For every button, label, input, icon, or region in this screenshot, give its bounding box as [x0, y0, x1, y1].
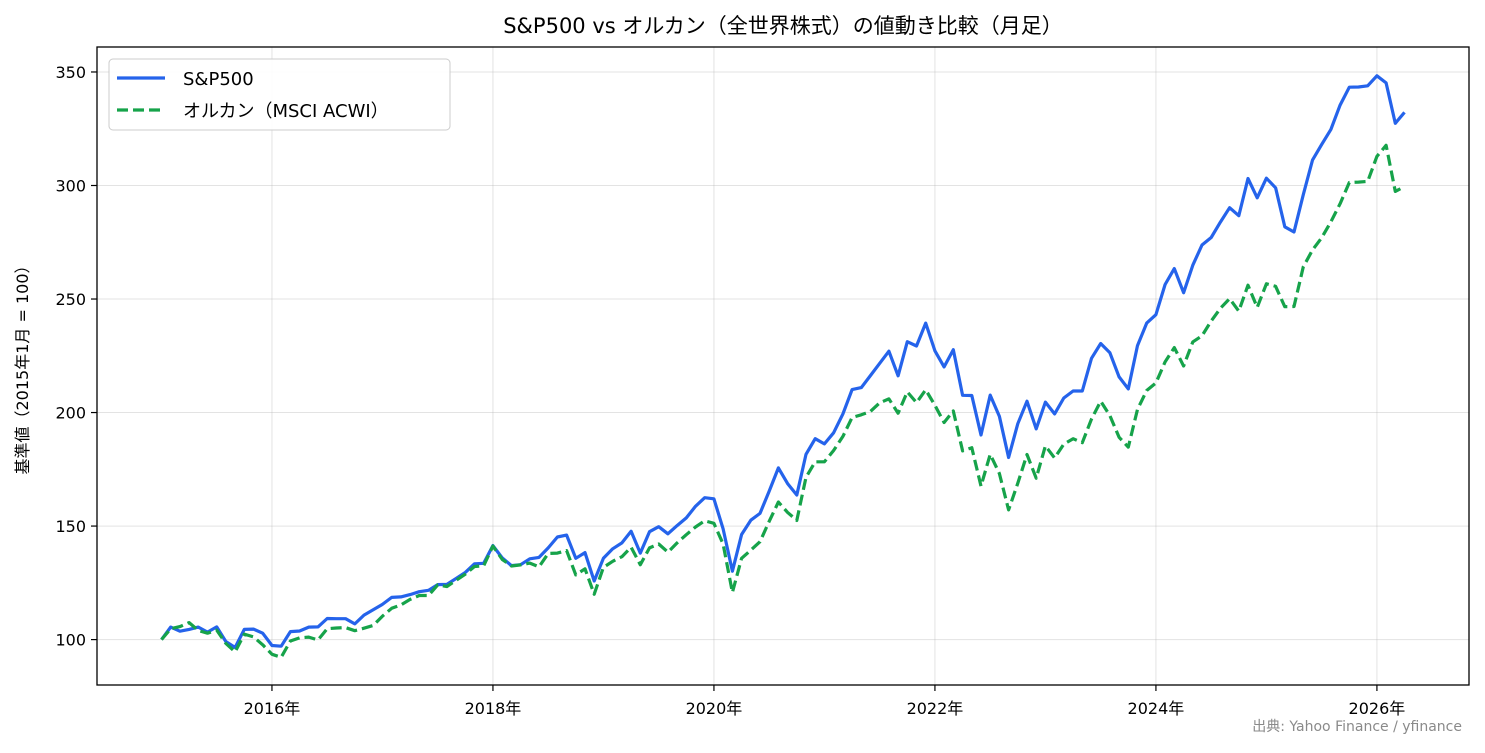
y-tick-label: 250	[55, 290, 86, 309]
grid-layer	[97, 47, 1469, 685]
y-tick-label: 150	[55, 517, 86, 536]
x-tick-label: 2022年	[907, 699, 964, 718]
chart-title: S&P500 vs オルカン（全世界株式）の値動き比較（月足）	[503, 14, 1063, 38]
y-tick-label: 100	[55, 631, 86, 650]
x-tick-label: 2026年	[1349, 699, 1406, 718]
y-axis-label: 基準値（2015年1月 = 100）	[13, 257, 32, 474]
legend-label: オルカン（MSCI ACWI）	[183, 101, 389, 122]
legend: S&P500 オルカン（MSCI ACWI）	[108, 58, 451, 131]
x-tick-label: 2024年	[1128, 699, 1185, 718]
x-tick-label: 2020年	[686, 699, 743, 718]
legend-box	[108, 58, 451, 131]
source-note: 出典: Yahoo Finance / yfinance	[1252, 719, 1462, 735]
x-tick-label: 2018年	[465, 699, 522, 718]
legend-label: S&P500	[183, 69, 254, 90]
y-axis: 100 150 200 250 300 350	[55, 63, 97, 650]
series-layer	[160, 74, 1406, 659]
series-line-2	[160, 143, 1406, 659]
plot-frame	[96, 46, 1470, 686]
y-tick-label: 300	[55, 176, 86, 195]
y-tick-label: 200	[55, 404, 86, 423]
y-tick-label: 350	[55, 63, 86, 82]
series-line-1	[160, 74, 1406, 650]
x-axis: 2016年 2018年 2020年 2022年 2024年 2026年	[244, 685, 1406, 718]
x-tick-label: 2016年	[244, 699, 301, 718]
